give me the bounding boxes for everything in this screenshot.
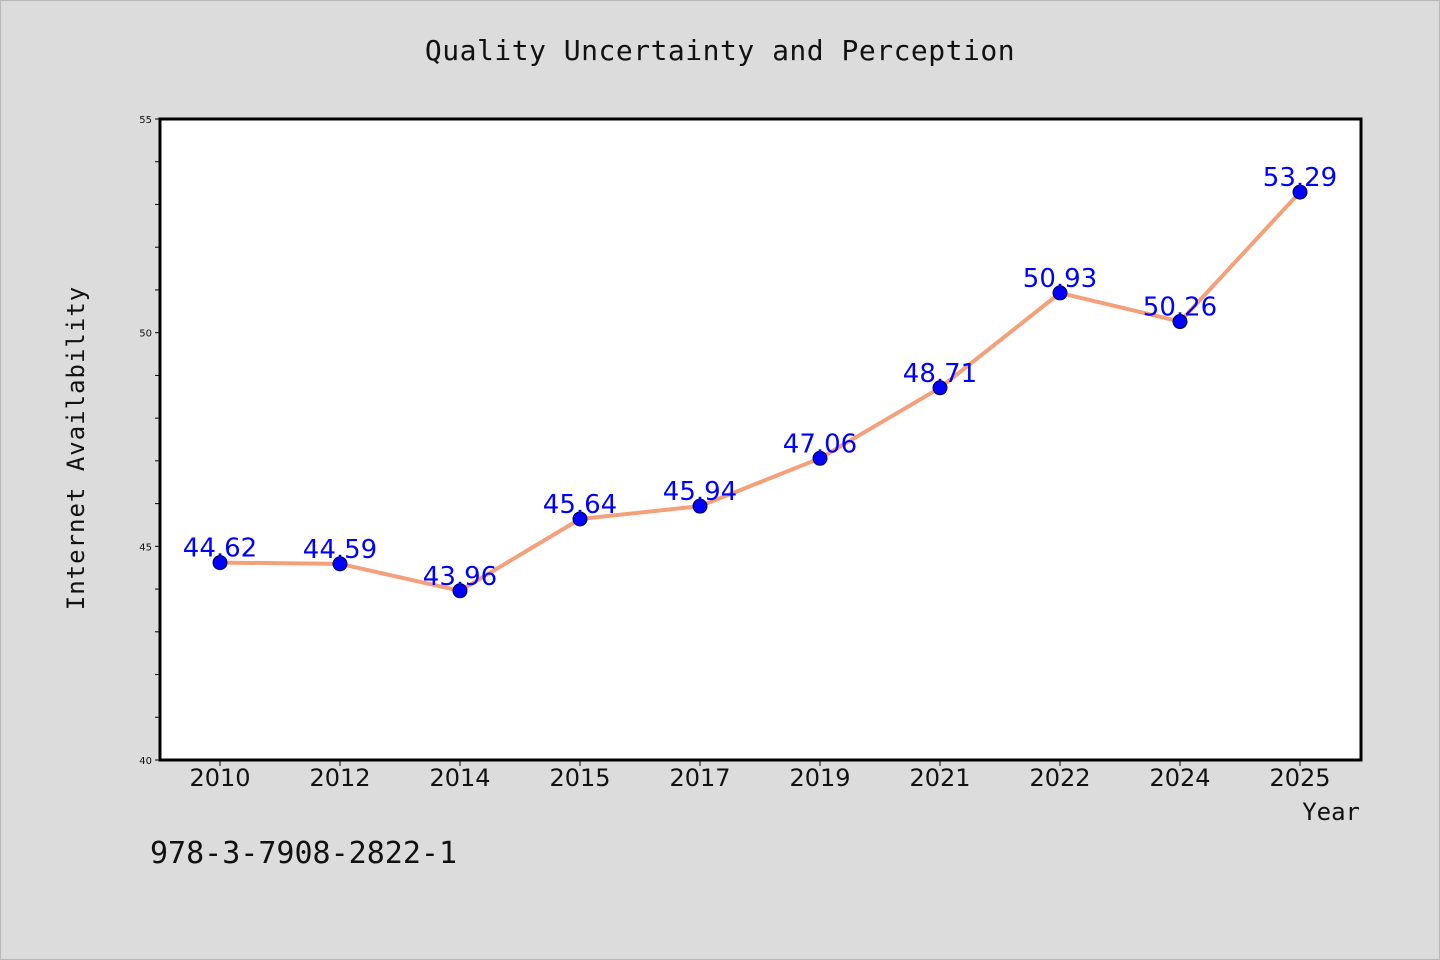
isbn-text: 978-3-7908-2822-1 [150, 836, 458, 871]
x-tick-label: 2017 [669, 764, 730, 792]
data-label: 48.71 [903, 359, 977, 389]
x-tick-label: 2024 [1149, 764, 1210, 792]
y-tick-label: 40 [139, 756, 152, 767]
data-point [1292, 184, 1308, 200]
data-labels: 44.62 44.59 43.96 45.64 45.94 47.06 48.71 50.93… [183, 163, 1337, 592]
plot-area [158, 117, 1363, 762]
data-point [932, 380, 948, 396]
data-label: 45.94 [663, 477, 737, 507]
data-point [812, 450, 828, 466]
data-label: 47.06 [783, 429, 857, 459]
x-tick-label: 2010 [189, 764, 250, 792]
x-tick-label: 2021 [909, 764, 970, 792]
data-label: 53.29 [1263, 163, 1337, 193]
x-tick-label: 2015 [549, 764, 610, 792]
x-tick-label: 2022 [1029, 764, 1090, 792]
x-tick-label: 2012 [309, 764, 370, 792]
data-label: 50.93 [1023, 264, 1097, 294]
data-point [692, 498, 708, 514]
data-label: 50.26 [1143, 293, 1217, 323]
chart-title: Quality Uncertainty and Perception [424, 34, 1016, 67]
y-tick-label: 55 [139, 115, 152, 126]
data-point [1052, 285, 1068, 301]
x-axis-label: Year [1302, 798, 1360, 826]
y-tick-label: 45 [139, 542, 152, 553]
series-markers [212, 184, 1308, 599]
x-tick-label: 2014 [429, 764, 490, 792]
data-point [452, 583, 468, 599]
data-label: 45.64 [543, 490, 617, 520]
data-point [212, 555, 228, 571]
data-point [572, 511, 588, 527]
x-tick-label: 2019 [789, 764, 850, 792]
x-tick-label: 2025 [1269, 764, 1330, 792]
series-line [219, 190, 1302, 593]
data-point [1172, 314, 1188, 330]
data-label: 44.62 [183, 534, 257, 564]
y-tick-label: 50 [139, 329, 152, 340]
data-label: 43.96 [423, 562, 497, 592]
data-label: 44.59 [303, 535, 377, 565]
data-point [332, 556, 348, 572]
x-axis-ticks: 2010 2012 2014 2015 2017 2019 2021 2022 2024 2025 [189, 760, 1331, 792]
y-axis-ticks: 40 45 50 55 [139, 115, 160, 767]
